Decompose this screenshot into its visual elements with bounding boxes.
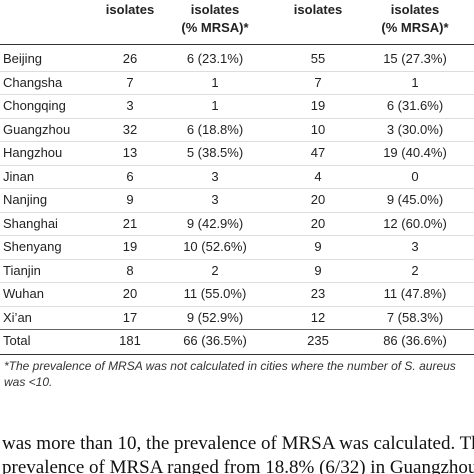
row-rule	[0, 94, 474, 95]
city-cell: Xi’an	[3, 309, 32, 325]
value-cell: 4	[314, 168, 322, 184]
city-cell: Total	[3, 333, 31, 348]
value-cell: 3	[211, 168, 219, 184]
value-cell: 20	[122, 286, 138, 301]
value-cell: 9 (42.9%)	[186, 215, 244, 231]
value-cell: 12	[310, 309, 326, 325]
value-cell: 19	[310, 98, 326, 113]
value-cell: 9	[126, 192, 134, 207]
row-rule	[0, 235, 474, 236]
row-rule	[0, 211, 474, 213]
value-cell: 235	[307, 333, 329, 348]
header-rule	[0, 44, 474, 45]
value-cell: 10	[310, 121, 326, 137]
city-cell: Shanghai	[3, 215, 58, 231]
value-cell: 3	[411, 239, 419, 254]
table-bottom-rule	[0, 353, 474, 355]
value-cell: 3	[126, 98, 134, 113]
value-cell: 9	[314, 239, 322, 254]
city-cell: Guangzhou	[3, 121, 71, 137]
city-cell: Wuhan	[3, 286, 44, 301]
header-cell: isolates	[390, 2, 440, 17]
value-cell: 12 (60.0%)	[383, 215, 447, 231]
row-rule	[0, 188, 474, 189]
value-cell: 7	[314, 74, 322, 90]
value-cell: 15 (27.3%)	[383, 51, 447, 66]
value-cell: 19 (40.4%)	[383, 145, 447, 160]
value-cell: 20	[310, 192, 326, 207]
row-rule	[0, 164, 474, 166]
value-cell: 19	[122, 239, 138, 254]
footnote: *The prevalence of MRSA was not calculat…	[4, 359, 456, 389]
value-cell: 9 (45.0%)	[386, 192, 444, 207]
value-cell: 9	[314, 262, 322, 278]
value-cell: 8	[126, 262, 134, 278]
value-cell: 1	[211, 98, 219, 113]
value-cell: 7	[126, 74, 134, 90]
city-cell: Tianjin	[3, 262, 41, 278]
value-cell: 66 (36.5%)	[183, 333, 247, 348]
value-cell: 9 (52.9%)	[186, 309, 244, 325]
header-cell: (% MRSA)*	[381, 20, 449, 35]
value-cell: 11 (55.0%)	[183, 286, 247, 301]
value-cell: 55	[310, 51, 326, 66]
value-cell: 32	[122, 121, 138, 137]
city-cell: Jinan	[3, 168, 35, 184]
header-cell: (% MRSA)*	[181, 20, 249, 35]
body-text-line: prevalence of MRSA ranged from 18.8% (6/…	[2, 457, 474, 474]
value-cell: 1	[211, 74, 219, 90]
value-cell: 6 (18.8%)	[186, 121, 244, 137]
value-cell: 181	[119, 333, 141, 348]
header-cell: isolates	[293, 2, 343, 17]
value-cell: 13	[122, 145, 138, 160]
value-cell: 2	[211, 262, 219, 278]
value-cell: 26	[122, 51, 138, 66]
value-cell: 2	[411, 262, 419, 278]
row-rule	[0, 258, 474, 260]
value-cell: 7 (58.3%)	[386, 309, 444, 325]
value-cell: 3 (30.0%)	[386, 121, 444, 137]
city-cell: Chongqing	[3, 98, 66, 113]
row-rule	[0, 305, 474, 307]
row-rule	[0, 141, 474, 142]
city-cell: Hangzhou	[3, 145, 63, 160]
row-rule	[0, 282, 474, 283]
value-cell: 5 (38.5%)	[186, 145, 244, 160]
value-cell: 6	[126, 168, 134, 184]
value-cell: 6 (31.6%)	[386, 98, 444, 113]
value-cell: 10 (52.6%)	[183, 239, 247, 254]
value-cell: 0	[411, 168, 419, 184]
value-cell: 23	[310, 286, 326, 301]
value-cell: 3	[211, 192, 219, 207]
header-cell: isolates	[105, 2, 155, 17]
value-cell: 86 (36.6%)	[383, 333, 447, 348]
body-text-line: was more than 10, the prevalence of MRSA…	[2, 433, 474, 454]
header-cell: isolates	[190, 2, 240, 17]
row-rule	[0, 70, 474, 72]
city-cell: Shenyang	[3, 239, 62, 254]
value-cell: 6 (23.1%)	[186, 51, 244, 66]
row-rule	[0, 329, 474, 330]
city-cell: Beijing	[3, 51, 43, 66]
value-cell: 21	[122, 215, 138, 231]
value-cell: 1	[411, 74, 419, 90]
value-cell: 20	[310, 215, 326, 231]
value-cell: 47	[310, 145, 326, 160]
value-cell: 17	[122, 309, 138, 325]
value-cell: 11 (47.8%)	[383, 286, 447, 301]
city-cell: Nanjing	[3, 192, 48, 207]
city-cell: Changsha	[3, 74, 63, 90]
row-rule	[0, 117, 474, 119]
